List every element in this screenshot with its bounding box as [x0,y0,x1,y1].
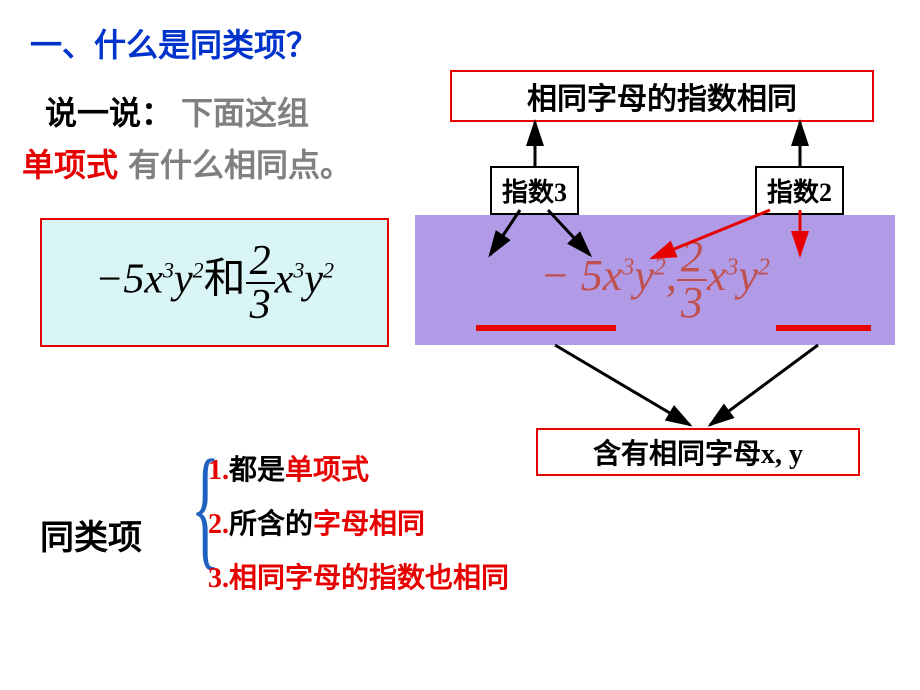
prompt-red: 单项式 [22,140,118,186]
prompt-gray-1: 下面这组 [181,95,309,131]
section-title: 一、什么是同类项？ [30,20,318,66]
bottom-conclusion-box: 含有相同字母x, y [536,428,860,476]
prompt-gray-2: 有什么相同点。 [128,140,352,186]
underline-2 [776,325,871,331]
top-conclusion-box: 相同字母的指数相同 [450,70,874,122]
definition-item-2: 2.所含的字母相同 [208,502,425,542]
underline-1 [476,325,616,331]
label-exponent-2: 指数2 [755,166,844,215]
definition-item-1: 1.都是单项式 [208,448,369,488]
label-exponent-3: 指数3 [490,166,579,215]
definition-item-3: 3.相同字母的指数也相同 [208,556,509,596]
formula-box-left: −5x3y2和23x3y2 [40,218,389,347]
formula-left: −5x3y2和23x3y2 [95,240,334,326]
definition-label: 同类项 [40,510,142,559]
formula-right: − 5x3y2,23x3y2 [540,235,770,325]
prompt-line-1: 说一说： 下面这组 [45,88,309,134]
prompt-black: 说一说： [45,95,173,131]
